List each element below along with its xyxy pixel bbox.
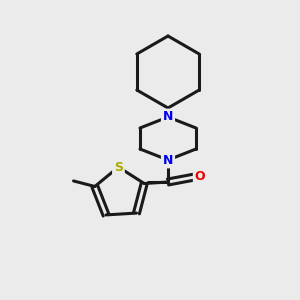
Text: N: N — [163, 110, 173, 124]
Text: S: S — [114, 160, 123, 173]
Text: N: N — [163, 154, 173, 166]
Text: O: O — [195, 169, 205, 182]
